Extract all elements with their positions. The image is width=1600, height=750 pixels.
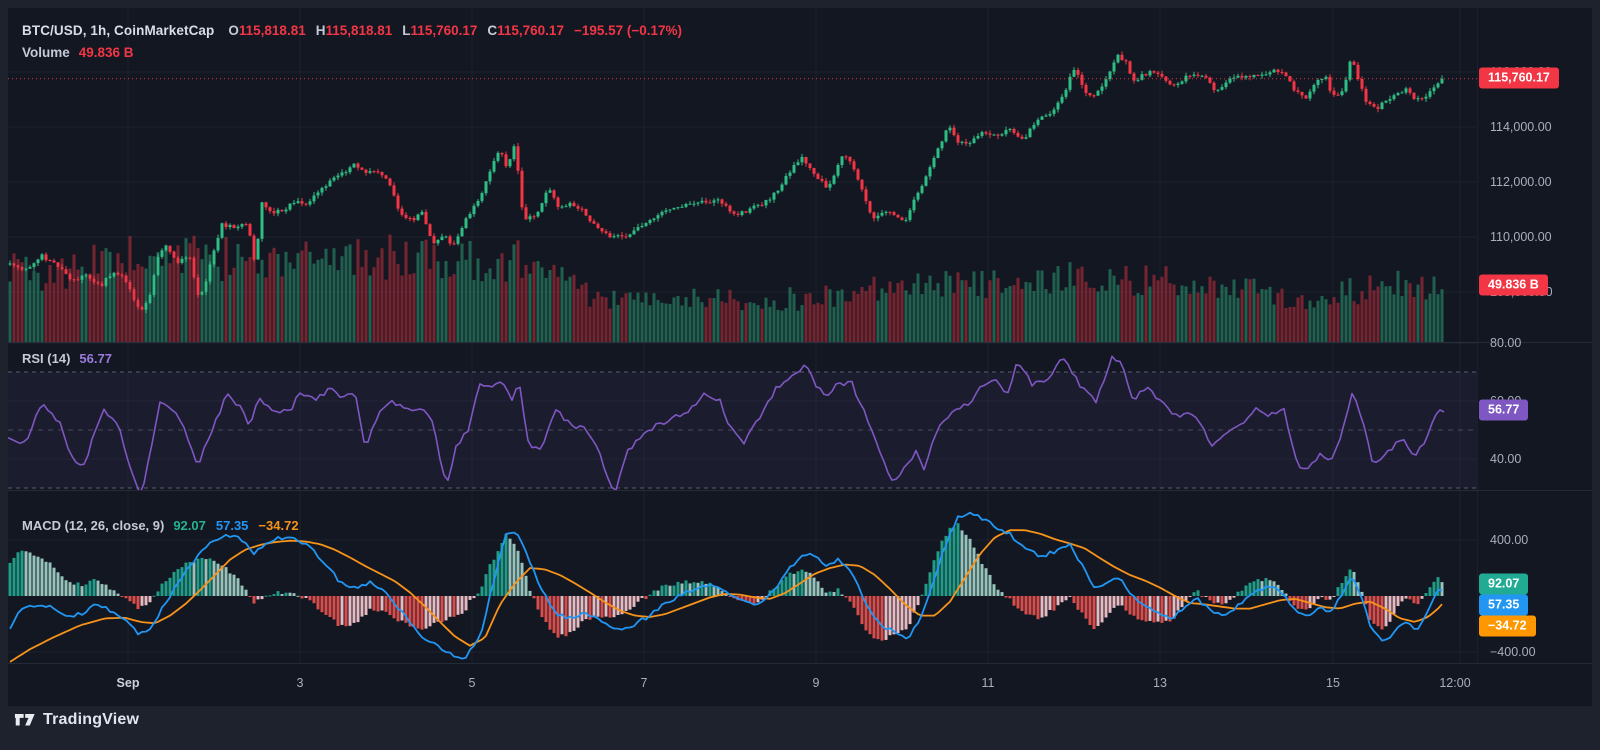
- macd-signal-value: −34.72: [258, 518, 299, 533]
- axis-badge-rsi: 56.77: [1479, 399, 1529, 421]
- high-label: H: [315, 23, 326, 38]
- close-label: C: [487, 23, 498, 38]
- time-axis-label: 13: [1153, 676, 1167, 690]
- tradingview-brand: TradingView: [43, 711, 140, 728]
- change-value: −195.57 (−0.17%): [573, 23, 683, 38]
- open-group: O115,818.81: [228, 23, 305, 38]
- low-group: L115,760.17: [402, 23, 477, 38]
- time-axis-label: 15: [1326, 676, 1340, 690]
- axis-badge-volume: 49.836 B: [1479, 274, 1548, 296]
- time-axis-label: 3: [296, 676, 304, 690]
- axis-badge-macd-hist: 92.07: [1479, 573, 1529, 595]
- price-axis-label: 114,000.00: [1490, 120, 1552, 134]
- axis-badge-macd-signal: −34.72: [1479, 615, 1536, 637]
- time-axis-label: 11: [981, 676, 995, 690]
- macd-hist-value: 92.07: [173, 518, 206, 533]
- macd-title[interactable]: MACD (12, 26, close, 9): [22, 518, 165, 533]
- time-axis-label: 12:00: [1439, 676, 1471, 690]
- rsi-axis-label: 40.00: [1490, 452, 1522, 466]
- axis-badge-macd-line: 57.35: [1479, 594, 1529, 616]
- low-label: L: [402, 23, 411, 38]
- volume-label[interactable]: Volume: [22, 45, 70, 60]
- price-axis-label: 112,000.00: [1490, 175, 1552, 189]
- close-value: 115,760.17: [497, 23, 564, 38]
- price-axis-label: 110,000.00: [1490, 230, 1552, 244]
- time-axis-label: 5: [468, 676, 476, 690]
- volume-value: 49.836 B: [78, 45, 134, 60]
- high-value: 115,818.81: [325, 23, 393, 38]
- rsi-title[interactable]: RSI (14): [22, 351, 71, 366]
- close-group: C115,760.17: [487, 23, 564, 38]
- rsi-axis-label: 80.00: [1490, 336, 1522, 350]
- high-group: H115,818.81: [316, 23, 393, 38]
- symbol-title[interactable]: BTC/USD, 1h, CoinMarketCap: [22, 23, 215, 38]
- open-value: 115,818.81: [238, 23, 306, 38]
- rsi-legend: RSI (14) 56.77: [22, 351, 112, 366]
- tradingview-attribution[interactable]: TradingView: [14, 710, 139, 730]
- chart-widget: [8, 8, 1592, 706]
- axis-badge-last-price: 115,760.17: [1479, 67, 1559, 89]
- time-axis-label: Sep: [116, 676, 140, 690]
- time-axis-label: 9: [812, 676, 820, 690]
- time-axis-label: 7: [640, 676, 648, 690]
- macd-axis-label: 400.00: [1490, 533, 1529, 547]
- volume-legend: Volume 49.836 B: [22, 45, 134, 60]
- open-label: O: [228, 23, 239, 38]
- symbol-legend: BTC/USD, 1h, CoinMarketCap O115,818.81 H…: [22, 23, 682, 38]
- macd-axis-label: −400.00: [1490, 645, 1536, 659]
- tradingview-logo-icon: [14, 710, 36, 730]
- rsi-value: 56.77: [79, 351, 112, 366]
- macd-legend: MACD (12, 26, close, 9) 92.07 57.35 −34.…: [22, 518, 299, 533]
- low-value: 115,760.17: [410, 23, 478, 38]
- macd-line-value: 57.35: [215, 518, 249, 533]
